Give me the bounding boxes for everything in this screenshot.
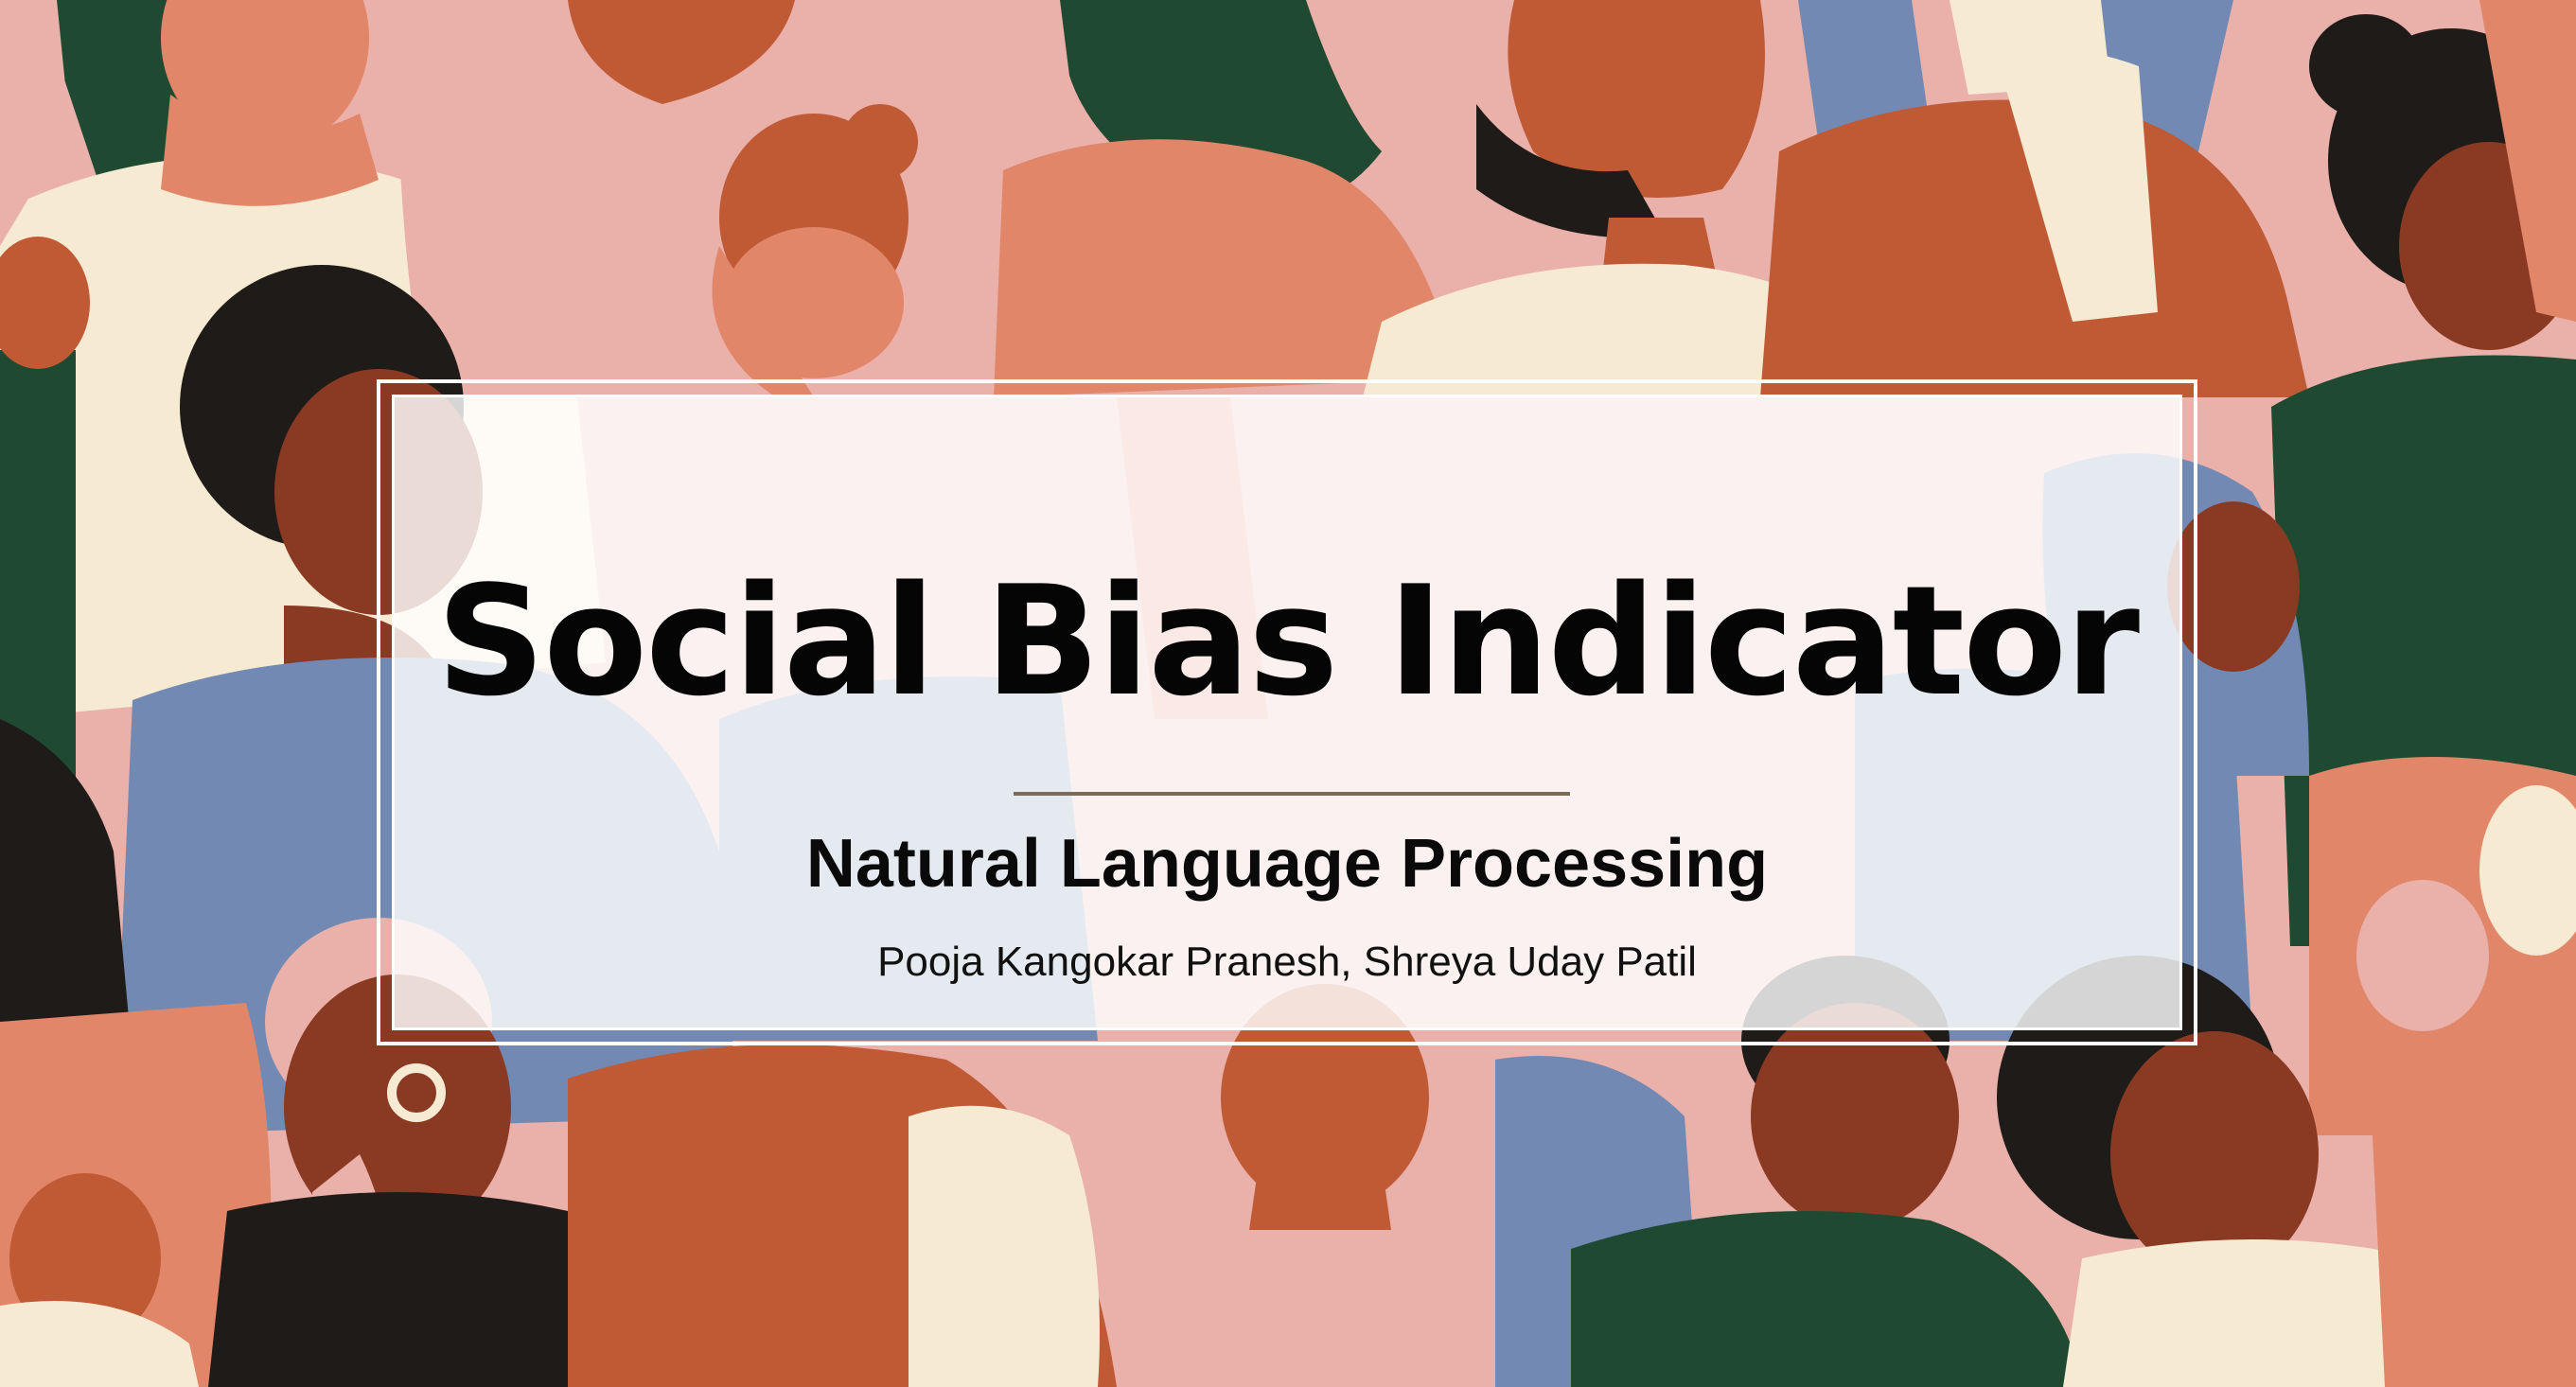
slide-subtitle: Natural Language Processing	[805, 826, 1769, 902]
title-divider	[1014, 792, 1570, 796]
slide-title: Social Bias Indicator	[436, 553, 2140, 729]
slide-authors: Pooja Kangokar Pranesh, Shreya Uday Pati…	[877, 939, 1697, 985]
title-box: Social Bias Indicator Natural Language P…	[392, 395, 2182, 1030]
title-frame: Social Bias Indicator Natural Language P…	[377, 379, 2197, 1045]
